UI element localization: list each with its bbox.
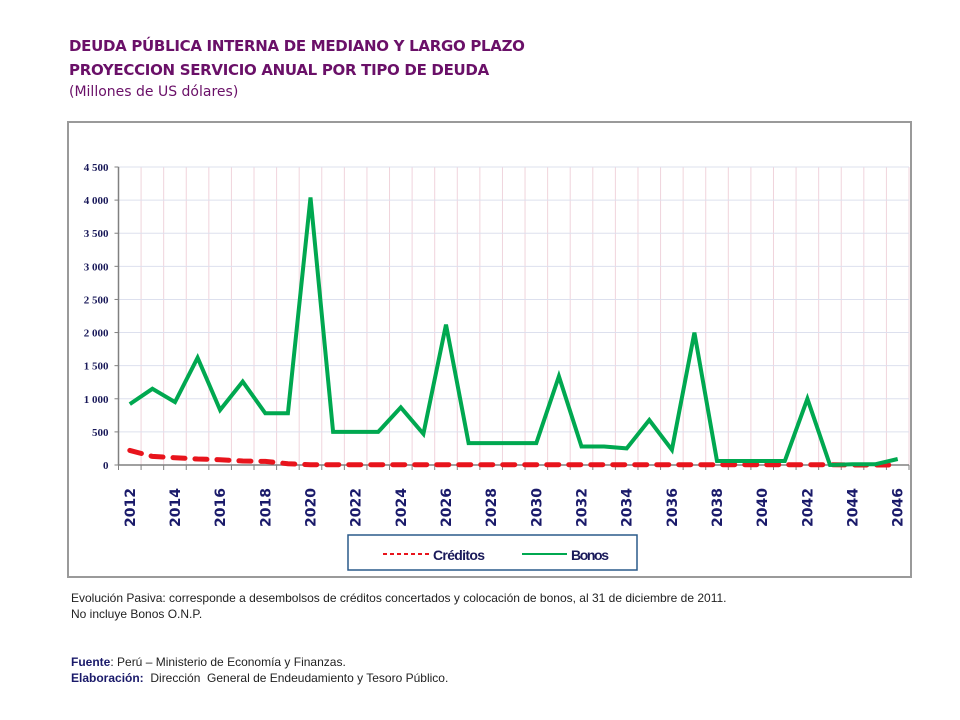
x-tick-label: 2020 xyxy=(303,488,319,527)
elaboration-note: Elaboración: Dirección General de Endeud… xyxy=(71,671,448,685)
legend-label-creditos: Créditos xyxy=(433,547,485,563)
x-tick-label: 2022 xyxy=(349,488,365,527)
y-tick-label: 4 000 xyxy=(84,195,109,207)
x-tick-label: 2040 xyxy=(755,488,771,527)
y-tick-label: 3 500 xyxy=(84,228,109,240)
note-line-2: No incluye Bonos O.N.P. xyxy=(71,607,203,621)
x-tick-label: 2016 xyxy=(213,488,229,527)
x-tick-label: 2028 xyxy=(484,488,500,527)
x-tick-label: 2034 xyxy=(620,488,636,527)
chart-title: DEUDA PÚBLICA INTERNA DE MEDIANO Y LARGO… xyxy=(69,37,525,55)
elaboration-label: Elaboración: xyxy=(71,671,144,685)
y-tick-label: 2 500 xyxy=(84,294,109,306)
x-tick-label: 2018 xyxy=(258,488,274,527)
chart-subtitle: PROYECCION SERVICIO ANUAL POR TIPO DE DE… xyxy=(69,61,489,79)
chart-units: (Millones de US dólares) xyxy=(69,84,239,100)
x-tick-label: 2024 xyxy=(394,488,410,527)
x-tick-label: 2026 xyxy=(439,488,455,527)
x-tick-label: 2012 xyxy=(123,488,139,527)
x-tick-label: 2032 xyxy=(575,488,591,527)
x-tick-label: 2036 xyxy=(665,488,681,527)
y-tick-label: 1 500 xyxy=(84,361,109,373)
y-tick-label: 3 000 xyxy=(84,261,109,273)
grid xyxy=(118,166,910,465)
source-label: Fuente xyxy=(71,655,111,669)
series-line-bonos xyxy=(128,197,899,468)
tick-labels: 0 500 1 000 1 500 2 000 2 500 3 000 3 500 4 000 4… xyxy=(84,162,907,527)
y-tick-label: 2 000 xyxy=(84,328,109,340)
y-tick-label: 4 500 xyxy=(84,162,109,174)
y-tick-label: 500 xyxy=(92,427,109,439)
source-note: Fuente: Perú – Ministerio de Economía y … xyxy=(71,655,346,669)
x-tick-label: 2044 xyxy=(846,488,862,527)
x-tick-label: 2046 xyxy=(891,488,907,527)
x-tick-label: 2042 xyxy=(800,488,816,527)
elaboration-text: Dirección General de Endeudamiento y Tes… xyxy=(143,671,449,685)
y-tick-label: 1 000 xyxy=(84,394,109,406)
legend: Créditos Bonos xyxy=(347,534,638,571)
y-tick-label: 0 xyxy=(103,460,109,472)
source-text: : Perú – Ministerio de Economía y Finanz… xyxy=(110,655,346,669)
note-line-1: Evolución Pasiva: corresponde a desembol… xyxy=(71,591,727,605)
series-lines xyxy=(127,197,901,468)
legend-box xyxy=(347,534,638,571)
series-line-creditos xyxy=(127,447,901,468)
x-tick-label: 2014 xyxy=(168,488,184,527)
x-tick-label: 2030 xyxy=(529,488,545,527)
legend-label-bonos: Bonos xyxy=(571,547,609,563)
x-tick-label: 2038 xyxy=(710,488,726,527)
